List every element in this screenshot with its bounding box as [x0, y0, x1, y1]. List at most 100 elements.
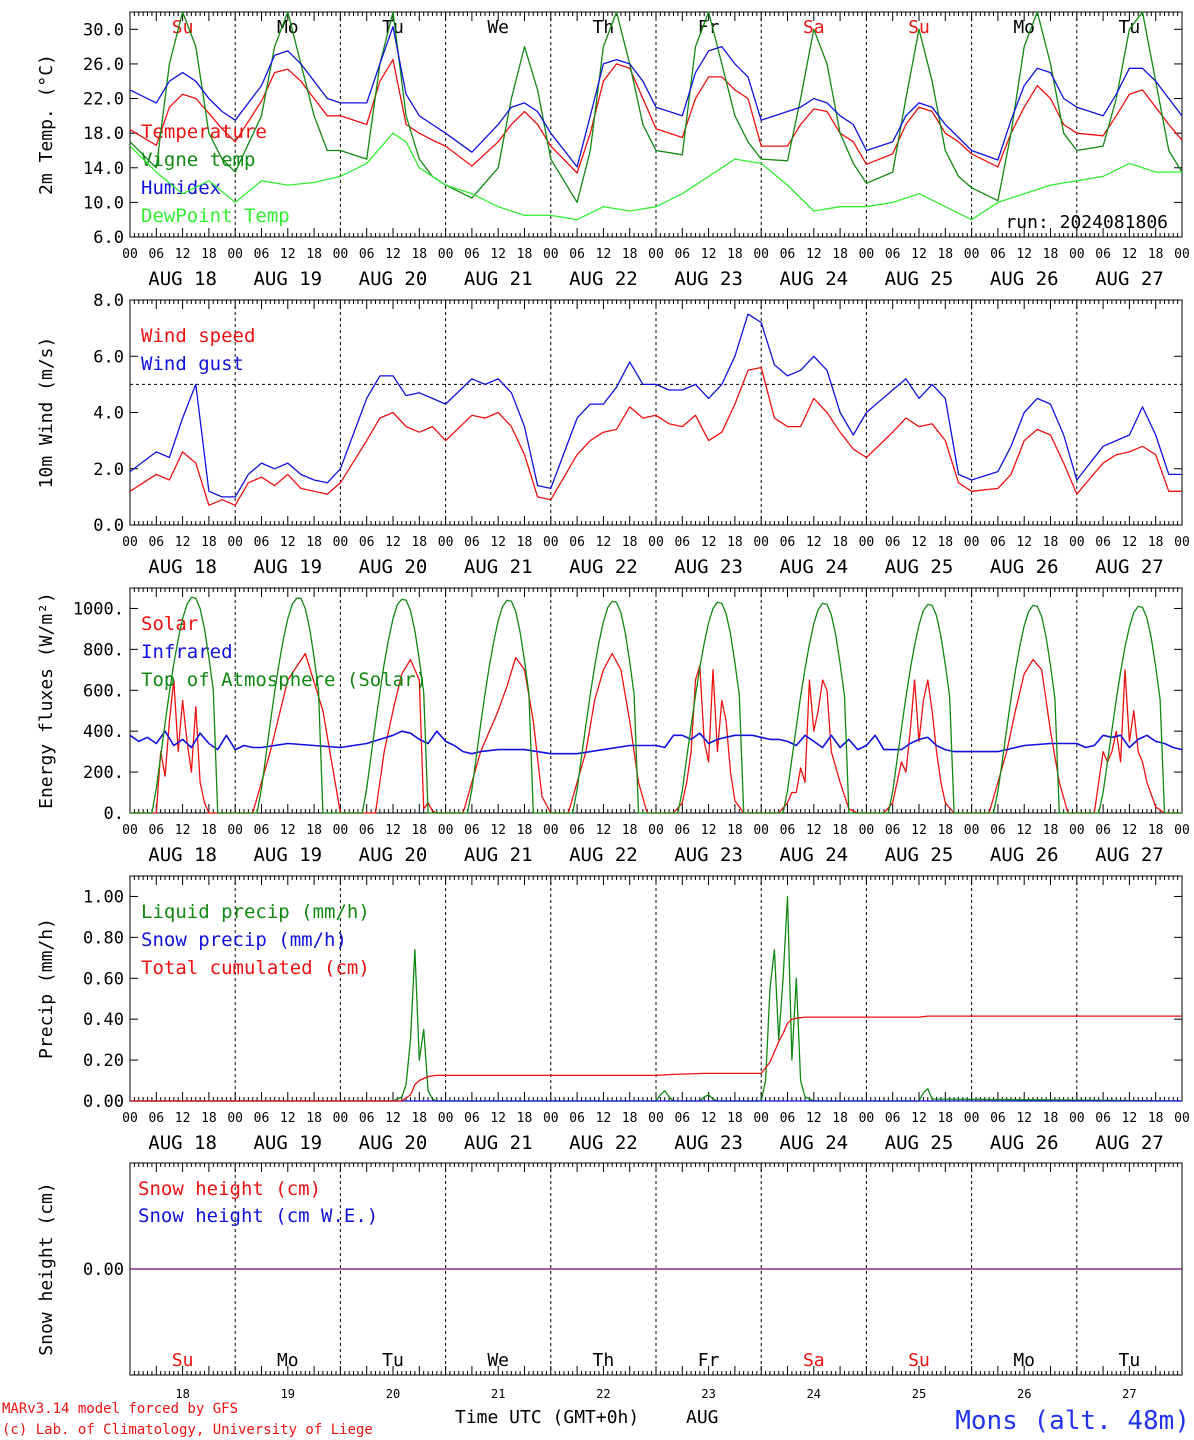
date-label: AUG 23: [674, 268, 743, 290]
y-tick-label: 1.00: [83, 887, 124, 907]
day-number-label: 24: [807, 1387, 821, 1401]
series-line-solar: [130, 652, 1182, 814]
hour-tick-label: 06: [254, 1111, 270, 1126]
hour-tick-label: 00: [122, 823, 138, 838]
series-line-liquid-precip-mm-h-: [130, 895, 1183, 1102]
hour-tick-label: 12: [911, 823, 927, 838]
hour-tick-label: 12: [490, 535, 506, 550]
panel-3: 0. 200. 400. 600. 800. 1000. Energy fluxes (W/…: [36, 587, 1190, 866]
hour-tick-label: 12: [1016, 247, 1032, 262]
day-name-bottom: Sa: [803, 1350, 825, 1371]
y-axis-label: Snow height (cm): [36, 1182, 57, 1355]
hour-tick-label: 06: [148, 1111, 164, 1126]
hour-tick-label: 18: [517, 247, 533, 262]
hour-tick-label: 06: [780, 535, 796, 550]
legend-entry: Liquid precip (mm/h): [141, 901, 370, 923]
hour-tick-label: 00: [543, 1111, 559, 1126]
hour-tick-label: 06: [1095, 535, 1111, 550]
hour-tick-label: 06: [359, 535, 375, 550]
hour-tick-label: 00: [1174, 1111, 1190, 1126]
hour-tick-label: 12: [280, 823, 296, 838]
day-number-label: 18: [175, 1387, 189, 1401]
day-number-label: 21: [491, 1387, 505, 1401]
date-label: AUG 19: [253, 1132, 322, 1154]
hour-tick-label: 18: [306, 535, 322, 550]
y-tick-label: 18.0: [83, 124, 124, 144]
hour-tick-label: 18: [622, 247, 638, 262]
day-name-top: Su: [908, 17, 930, 38]
hour-tick-label: 06: [885, 247, 901, 262]
date-label: AUG 23: [674, 1132, 743, 1154]
y-axis-label: Energy fluxes (W/m²): [36, 592, 57, 809]
hour-tick-label: 12: [280, 1111, 296, 1126]
hour-tick-label: 00: [543, 535, 559, 550]
date-label: AUG 20: [359, 556, 428, 578]
hour-tick-label: 18: [306, 1111, 322, 1126]
hour-tick-label: 00: [438, 535, 454, 550]
hour-tick-label: 12: [596, 535, 612, 550]
hour-tick-label: 06: [569, 1111, 585, 1126]
date-label: AUG 24: [779, 1132, 848, 1154]
hour-tick-label: 00: [333, 535, 349, 550]
hour-tick-label: 12: [911, 247, 927, 262]
hour-tick-label: 00: [438, 823, 454, 838]
y-axis-label: Precip (mm/h): [36, 918, 57, 1059]
hour-tick-label: 06: [569, 247, 585, 262]
hour-tick-label: 18: [1043, 823, 1059, 838]
day-name-bottom: Mo: [277, 1350, 299, 1371]
hour-tick-label: 00: [964, 247, 980, 262]
date-label: AUG 18: [148, 844, 217, 866]
hour-tick-label: 18: [727, 535, 743, 550]
legend-entry: Wind speed: [141, 325, 255, 347]
y-tick-label: 400.: [83, 722, 124, 742]
hour-tick-label: 18: [411, 535, 427, 550]
hour-tick-label: 18: [1148, 247, 1164, 262]
hour-tick-label: 12: [806, 535, 822, 550]
hour-tick-label: 18: [411, 823, 427, 838]
hour-tick-label: 00: [122, 535, 138, 550]
series-line-vigne-temp: [129, 11, 1183, 204]
hour-tick-label: 00: [438, 1111, 454, 1126]
hour-tick-label: 12: [1016, 535, 1032, 550]
hour-tick-label: 00: [333, 823, 349, 838]
hour-tick-label: 06: [359, 823, 375, 838]
date-label: AUG 22: [569, 844, 638, 866]
hour-tick-label: 06: [464, 247, 480, 262]
day-name-top: Sa: [803, 17, 825, 38]
hour-tick-label: 18: [306, 823, 322, 838]
legend-entry: Snow precip (mm/h): [141, 929, 347, 951]
hour-tick-label: 00: [543, 823, 559, 838]
hour-tick-label: 00: [333, 247, 349, 262]
day-number-label: 27: [1122, 1387, 1136, 1401]
date-label: AUG 19: [253, 268, 322, 290]
y-tick-label: 30.0: [83, 20, 124, 40]
hour-tick-label: 12: [385, 535, 401, 550]
hour-tick-label: 06: [148, 247, 164, 262]
y-tick-label: 8.0: [93, 291, 124, 311]
hour-tick-label: 00: [859, 535, 875, 550]
legend-entry: Snow height (cm): [138, 1178, 321, 1200]
date-label: AUG 25: [885, 268, 954, 290]
panel-4: 0.00 0.20 0.40 0.60 0.80 1.00 Precip (mm/h) Liq…: [36, 875, 1190, 1154]
day-name-bottom: Fr: [698, 1350, 720, 1371]
day-name-bottom: Tu: [382, 1350, 404, 1371]
legend-entry: Humidex: [141, 177, 221, 199]
hour-tick-label: 12: [385, 823, 401, 838]
date-label: AUG 21: [464, 556, 533, 578]
hour-tick-label: 06: [990, 1111, 1006, 1126]
x-axis-month: AUG: [686, 1407, 719, 1428]
hour-tick-label: 18: [517, 823, 533, 838]
y-tick-label: 0.00: [83, 1260, 124, 1280]
hour-tick-label: 18: [622, 823, 638, 838]
date-label: AUG 26: [990, 268, 1059, 290]
hour-tick-label: 12: [385, 247, 401, 262]
series-line-dewpoint-temp: [129, 132, 1182, 221]
hour-tick-label: 18: [1043, 1111, 1059, 1126]
date-label: AUG 21: [464, 1132, 533, 1154]
y-tick-label: 200.: [83, 763, 124, 783]
hour-tick-label: 06: [674, 1111, 690, 1126]
series-line-infrared: [129, 730, 1183, 755]
hour-tick-label: 12: [1122, 247, 1138, 262]
hour-tick-label: 06: [464, 1111, 480, 1126]
series-line-total-cumulated-cm-: [130, 1015, 1182, 1102]
